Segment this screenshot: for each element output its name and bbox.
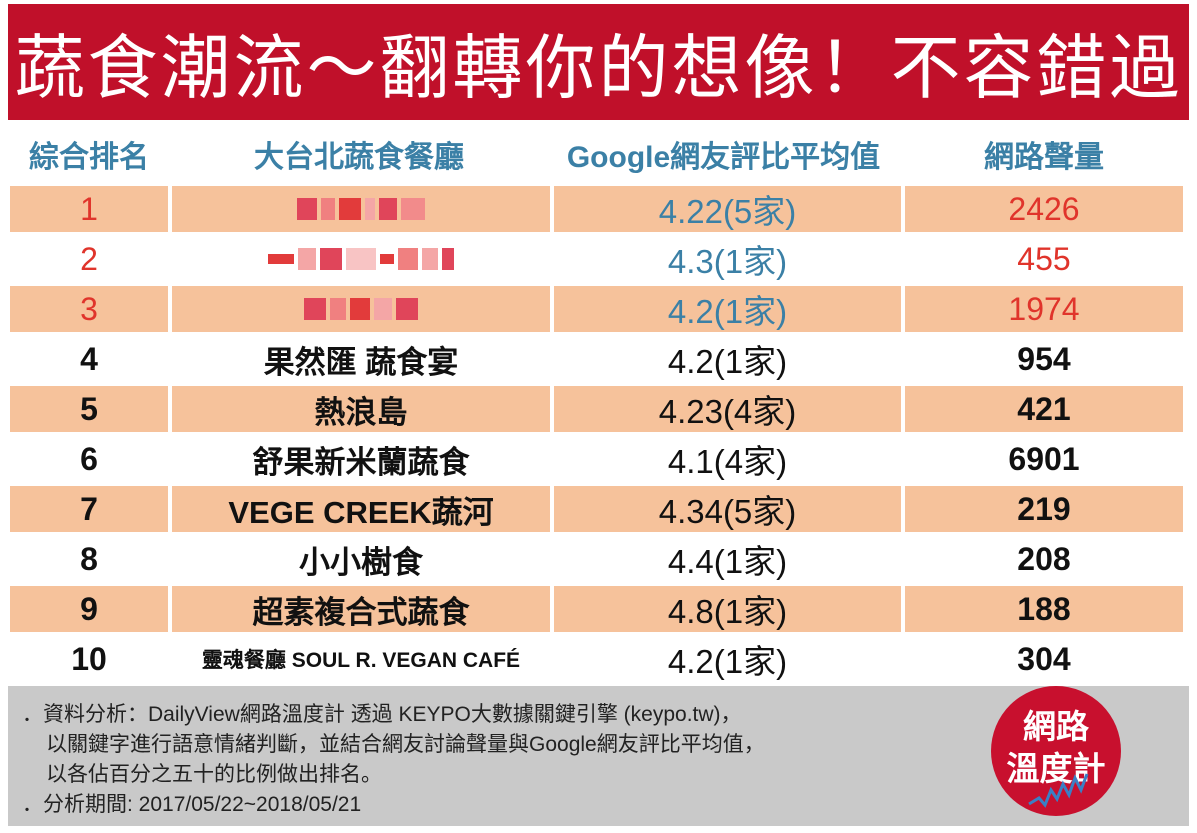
rank-cell: 9 [10,586,168,632]
blurred-name-cell [172,186,550,232]
header-restaurant: 大台北蔬食餐廳 [254,141,464,174]
name-cell: 舒果新米蘭蔬食 [252,444,470,480]
table-row: 8 小小樹食 4.4(1家) 208 [8,534,1189,584]
table-row: 3 4.2(1家) 1974 [8,284,1189,334]
table-header: 綜合排名 大台北蔬食餐廳 Google網友評比平均值 網路聲量 [8,126,1189,182]
rating-cell: 4.34(5家) [554,486,901,532]
volume-cell: 954 [1017,340,1071,377]
table-row: 2 4.3(1家) 455 [8,234,1189,284]
rating-cell: 4.2(1家) [554,286,901,332]
rating-cell: 4.23(4家) [554,386,901,432]
note-line: 以各佔百分之五十的比例做出排名。 [46,763,382,786]
table-row: 10 靈魂餐廳 SOUL R. VEGAN CAFÉ 4.2(1家) 304 [8,634,1189,684]
rank-cell: 6 [80,440,98,477]
brand-logo: 網路 溫度計 [991,686,1121,816]
rank-cell: 5 [10,386,168,432]
pulse-line-icon [1028,773,1089,808]
name-cell: 超素複合式蔬食 [172,586,550,632]
rank-cell: 4 [80,340,98,377]
volume-cell: 421 [905,386,1183,432]
volume-cell: 1974 [905,286,1183,332]
name-cell: 熱浪島 [172,386,550,432]
rating-cell: 4.8(1家) [554,586,901,632]
rank-cell: 1 [10,186,168,232]
rating-cell: 4.1(4家) [667,443,788,480]
volume-cell: 304 [1017,640,1071,677]
analysis-notes: ．資料分析：DailyView網路溫度計 透過 KEYPO大數據關鍵引擎 (ke… [22,700,765,820]
note-line: 以關鍵字進行語意情緒判斷，並結合網友討論聲量與Google網友評比平均值， [46,733,765,756]
page-title: 蔬食潮流～翻轉你的想像！不容錯過 [14,26,1183,109]
rating-cell: 4.2(1家) [667,343,788,380]
pixelated-name [304,298,418,320]
header-rating: Google網友評比平均值 [566,141,881,174]
volume-cell: 188 [905,586,1183,632]
volume-cell: 6901 [1008,440,1080,477]
pixelated-name [297,198,425,220]
table-row: 5 熱浪島 4.23(4家) 421 [8,384,1189,434]
name-cell: VEGE CREEK蔬河 [172,486,550,532]
volume-cell: 455 [1017,240,1071,277]
ranking-table: 1 4.22(5家) 2426 2 4.3(1家) 455 3 4.2(1家) … [8,184,1189,684]
note-line: ．分析期間: 2017/05/22~2018/05/21 [22,793,362,816]
blurred-name-cell [172,286,550,332]
table-row: 9 超素複合式蔬食 4.8(1家) 188 [8,584,1189,634]
volume-cell: 2426 [905,186,1183,232]
rating-cell: 4.3(1家) [667,243,788,280]
logo-line1: 網路 [1023,708,1089,745]
rank-cell: 10 [71,640,107,677]
rank-cell: 7 [10,486,168,532]
table-row: 4 果然匯 蔬食宴 4.2(1家) 954 [8,334,1189,384]
rating-cell: 4.4(1家) [667,543,788,580]
volume-cell: 219 [905,486,1183,532]
blurred-name-cell [172,236,550,282]
rating-cell: 4.22(5家) [554,186,901,232]
footer-notes-panel: ．資料分析：DailyView網路溫度計 透過 KEYPO大數據關鍵引擎 (ke… [8,686,1189,826]
header-volume: 網路聲量 [984,141,1104,174]
rank-cell: 2 [80,240,98,277]
title-banner: 蔬食潮流～翻轉你的想像！不容錯過 [8,4,1189,120]
header-rank: 綜合排名 [29,141,149,174]
name-cell: 靈魂餐廳 SOUL R. VEGAN CAFÉ [201,649,521,672]
name-cell: 果然匯 蔬食宴 [263,344,459,380]
rating-cell: 4.2(1家) [667,643,788,680]
volume-cell: 208 [1017,540,1071,577]
logo-line2: 溫度計 [1006,750,1106,787]
rank-cell: 3 [10,286,168,332]
pixelated-name [268,248,454,270]
table-row: 6 舒果新米蘭蔬食 4.1(4家) 6901 [8,434,1189,484]
table-row: 1 4.22(5家) 2426 [8,184,1189,234]
name-cell: 小小樹食 [299,544,423,580]
note-line: ．資料分析：DailyView網路溫度計 透過 KEYPO大數據關鍵引擎 (ke… [22,703,742,726]
rank-cell: 8 [80,540,98,577]
table-row: 7 VEGE CREEK蔬河 4.34(5家) 219 [8,484,1189,534]
